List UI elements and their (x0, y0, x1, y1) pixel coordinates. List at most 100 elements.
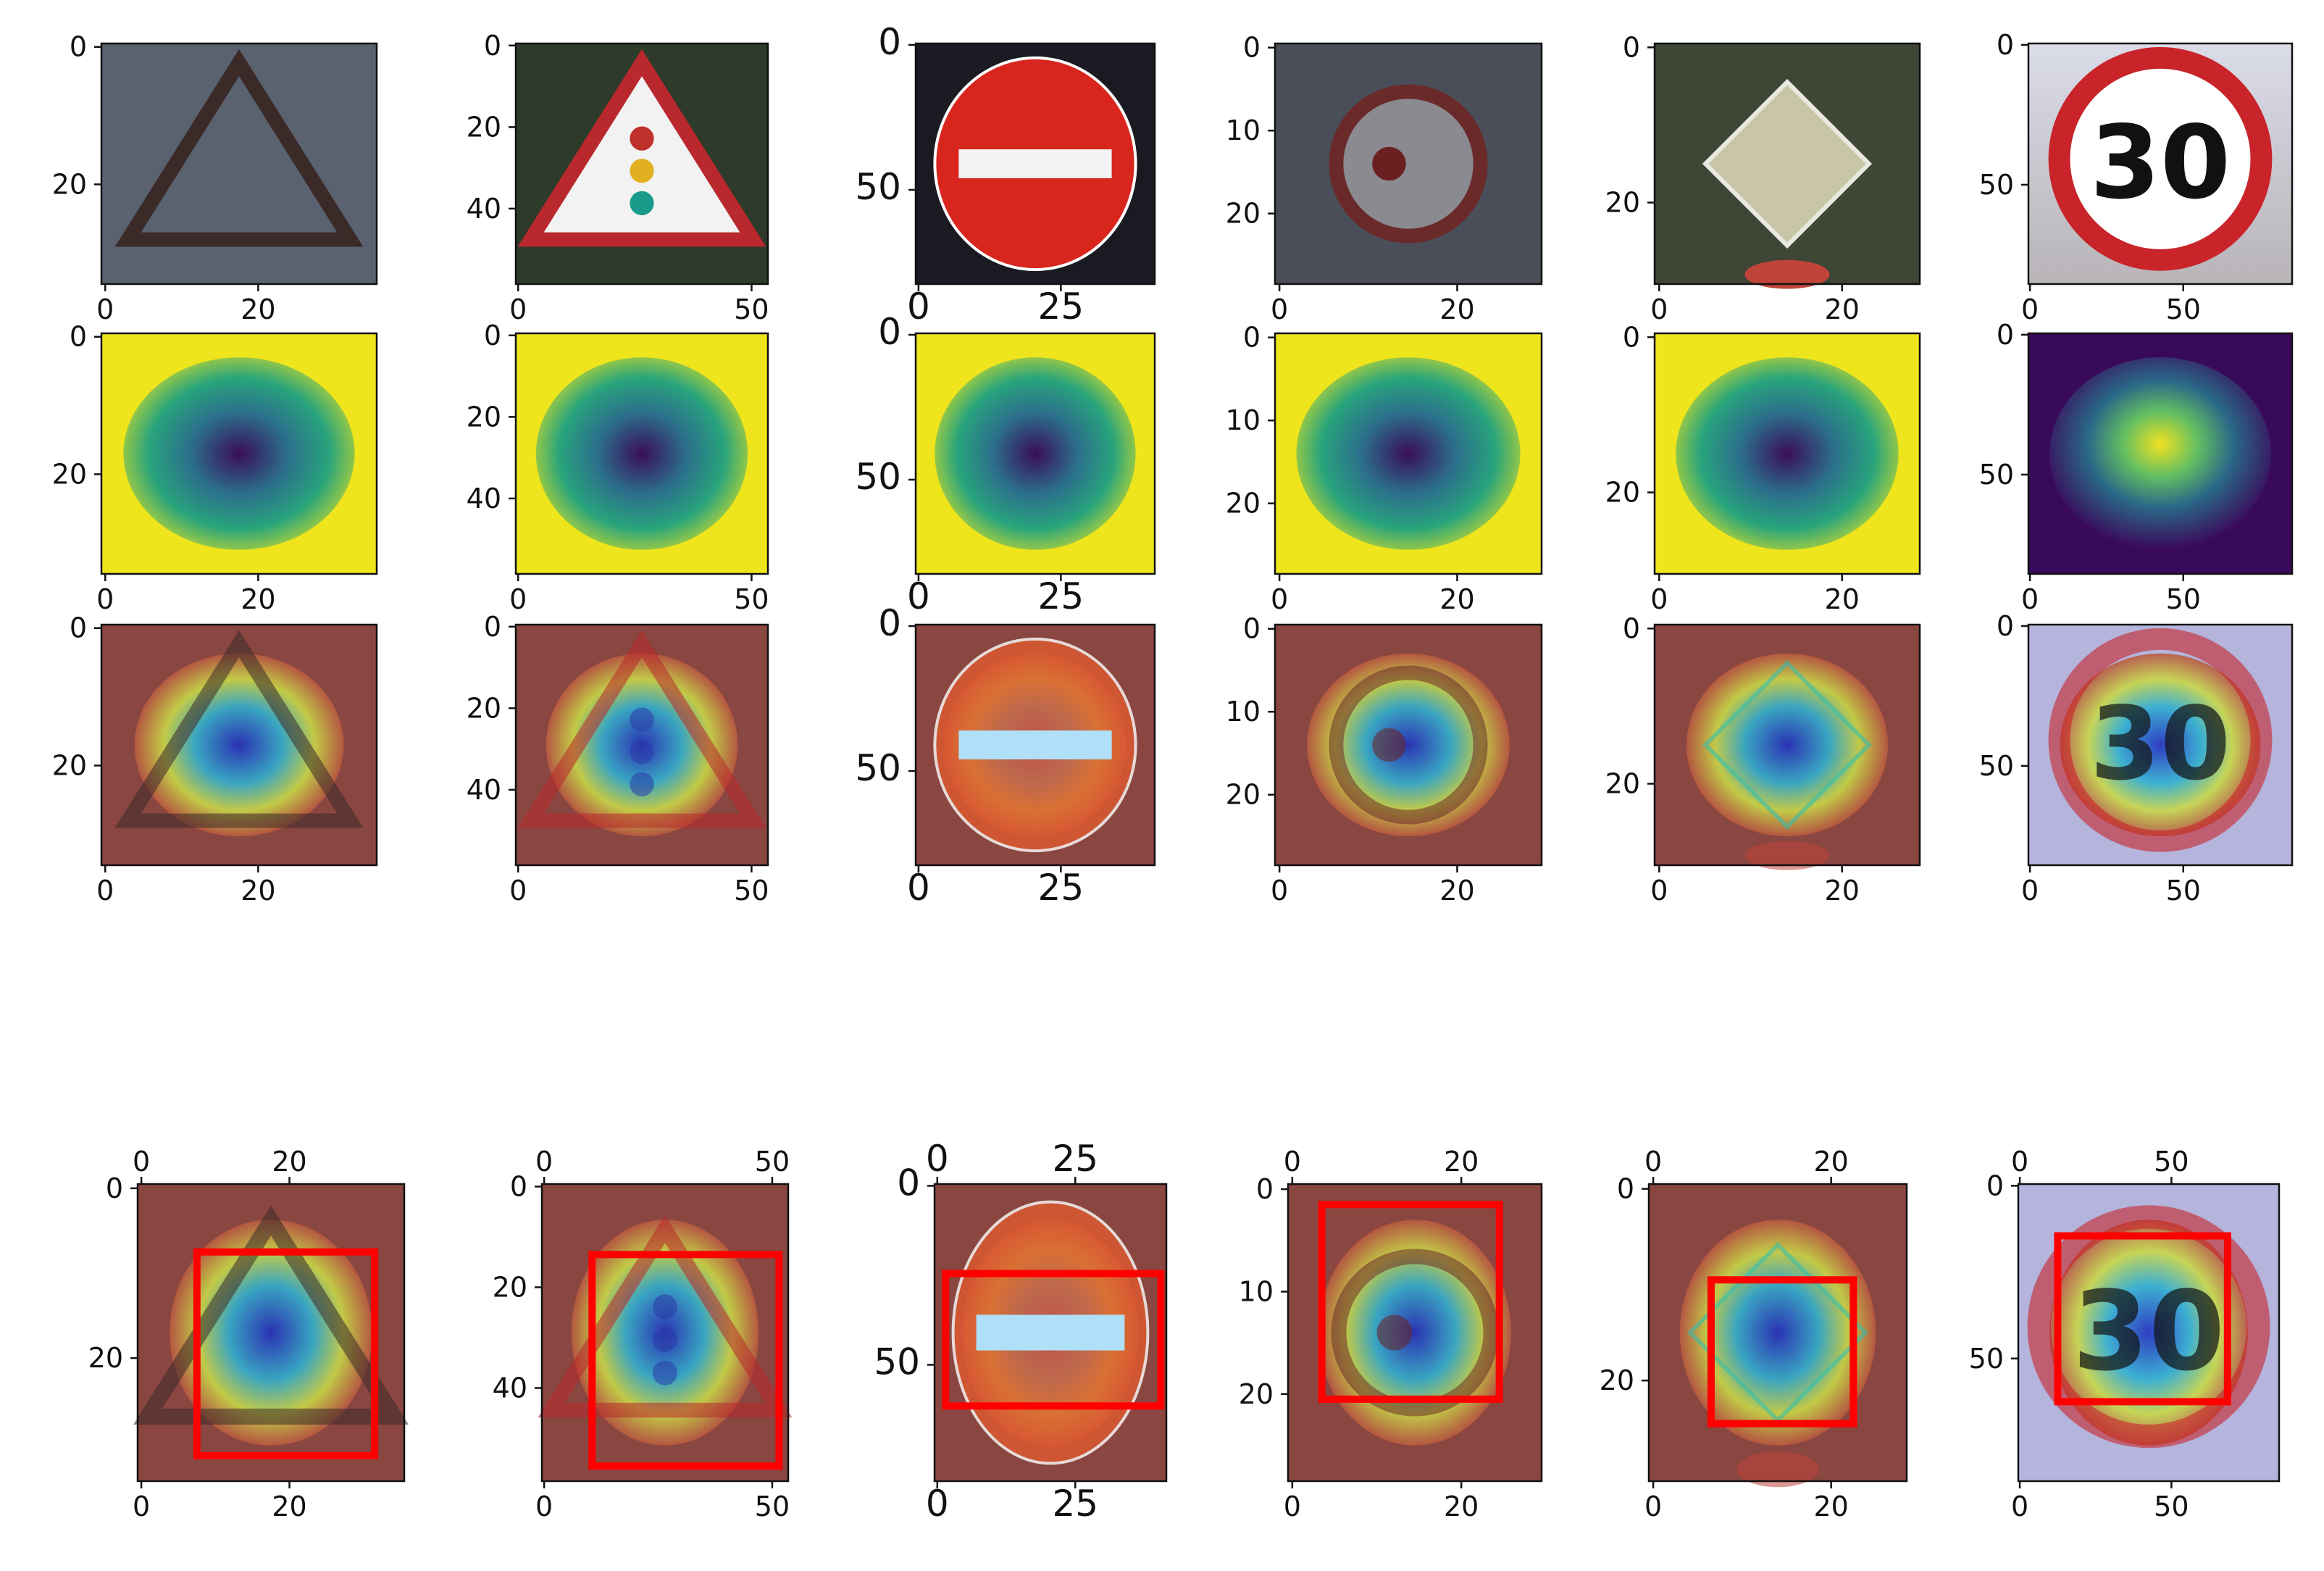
axes-frame (100, 332, 378, 575)
x-tick-label: 20 (1813, 1491, 1848, 1522)
y-tick-label: 10 (1226, 114, 1261, 146)
y-tick-label: 50 (1979, 750, 2014, 782)
x-tick-label: 50 (734, 583, 769, 615)
y-tick-label: 50 (1969, 1343, 2004, 1375)
y-tick-label: 0 (1243, 613, 1261, 645)
y-tick-label: 0 (1623, 321, 1640, 353)
x-tick-label: 0 (96, 293, 114, 325)
x-tick-label: 25 (1052, 1483, 1098, 1525)
y-tick-label: 20 (467, 401, 501, 433)
axes-frame (1653, 623, 1921, 867)
x-tick-label: 50 (755, 1491, 790, 1522)
x-tick-label: 0 (1650, 293, 1668, 325)
overlay-activation (134, 653, 344, 837)
x-tick-label: 0 (1284, 1146, 1301, 1178)
y-tick-label: 20 (1239, 1378, 1274, 1410)
x-tick-label: 20 (272, 1146, 306, 1178)
y-tick-label: 50 (855, 166, 901, 208)
bounding-box (2054, 1232, 2231, 1406)
signal-light (630, 707, 654, 732)
sign-triangle (114, 49, 364, 247)
x-tick-label: 0 (1650, 875, 1668, 907)
y-tick-label: 40 (493, 1372, 527, 1404)
y-tick-label: 0 (70, 612, 87, 644)
panel-original-traffic-light-warning: 0 20 40 0 50 (467, 30, 769, 325)
signal-light (630, 159, 654, 183)
y-tick-label: 20 (52, 168, 87, 200)
panel-original-no-entry: 0 50 0 25 (855, 21, 1156, 328)
overlay-activation (2060, 653, 2261, 837)
axes-frame (1647, 1183, 1908, 1483)
x-tick-label: 20 (1439, 293, 1474, 325)
y-tick-label: 50 (1979, 169, 2014, 201)
x-tick-label: 20 (272, 1491, 306, 1522)
y-tick-label: 20 (52, 458, 87, 490)
y-tick-label: 20 (1226, 488, 1261, 520)
x-tick-label: 0 (1644, 1491, 1662, 1522)
axes-frame (514, 332, 769, 575)
photo-background (101, 43, 377, 284)
panel-overlay-no-overtaking: 0 10 20 0 20 (1226, 613, 1543, 907)
y-tick-label: 50 (1979, 459, 2014, 491)
y-tick-label: 20 (1605, 477, 1640, 509)
sign-triangle (517, 630, 766, 828)
y-tick-label: 20 (1226, 198, 1261, 230)
x-tick-label: 0 (509, 875, 527, 907)
sign-car-red (1372, 146, 1406, 181)
y-tick-label: 20 (88, 1342, 123, 1374)
signal-light (630, 740, 654, 764)
x-tick-label: 50 (2154, 1491, 2189, 1522)
panel-heatmap-no-entry: 0 50 0 25 (855, 311, 1156, 617)
x-tick-label: 20 (1439, 875, 1474, 907)
y-tick-label: 20 (1605, 187, 1640, 219)
axes-frame (1653, 42, 1921, 286)
heatmap-activation (535, 357, 748, 550)
axes-frame (136, 1183, 406, 1483)
heatmap-activation (1676, 357, 1899, 550)
x-tick-label: 0 (2021, 293, 2039, 325)
panel-original-warning-triangle-dark: 0 20 0 20 (52, 31, 378, 325)
y-tick-label: 50 (855, 456, 901, 498)
heatmap-activation (935, 357, 1136, 550)
axes-frame (1287, 1183, 1543, 1483)
axes-frame (540, 1183, 790, 1483)
x-tick-label: 0 (2011, 1491, 2028, 1522)
x-tick-label: 0 (96, 583, 114, 615)
sign-bar (976, 1314, 1125, 1351)
y-tick-label: 0 (1623, 612, 1640, 644)
speed-value: 30 (2073, 1267, 2225, 1395)
y-tick-label: 0 (878, 311, 901, 353)
axes-frame (1274, 623, 1543, 867)
heatmap-activation (123, 357, 355, 550)
y-tick-label: 0 (1997, 610, 2014, 642)
panel-overlay-warning-triangle-dark: 0 20 0 20 (52, 612, 378, 907)
signal-light (653, 1360, 677, 1385)
x-tick-label: 0 (535, 1491, 553, 1522)
sign-below (1744, 841, 1830, 870)
sign-car-red (1376, 1314, 1413, 1351)
x-tick-label: 25 (1038, 575, 1084, 617)
x-tick-label: 0 (1284, 1491, 1301, 1522)
x-tick-label: 0 (1644, 1146, 1662, 1178)
sign-below (1744, 259, 1830, 289)
x-tick-label: 0 (1271, 875, 1288, 907)
x-tick-label: 25 (1038, 286, 1084, 328)
panel-original-speed-limit-30: 30 0 50 0 50 (1979, 29, 2294, 325)
sign-ring (1329, 84, 1488, 243)
y-tick-label: 40 (467, 774, 501, 806)
panel-heatmap-warning-triangle-dark: 0 20 0 20 (52, 321, 378, 615)
y-tick-label: 10 (1226, 404, 1261, 436)
panel-heatmap-traffic-light-warning: 0 20 40 0 50 (467, 320, 769, 615)
overlay-activation (1679, 1220, 1876, 1446)
axes-frame (100, 623, 378, 867)
x-tick-label: 50 (734, 293, 769, 325)
y-tick-label: 0 (1623, 31, 1640, 63)
y-tick-label: 20 (467, 111, 501, 143)
y-tick-label: 10 (1226, 696, 1261, 728)
y-tick-label: 0 (1997, 319, 2014, 351)
speed-value: 30 (2090, 685, 2231, 802)
